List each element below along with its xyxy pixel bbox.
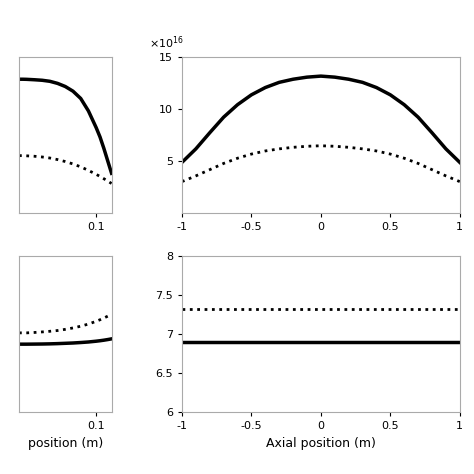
Text: $\times10^{16}$: $\times10^{16}$ [149, 34, 183, 51]
X-axis label: Axial position (m): Axial position (m) [266, 437, 376, 450]
X-axis label: position (m): position (m) [27, 437, 103, 450]
